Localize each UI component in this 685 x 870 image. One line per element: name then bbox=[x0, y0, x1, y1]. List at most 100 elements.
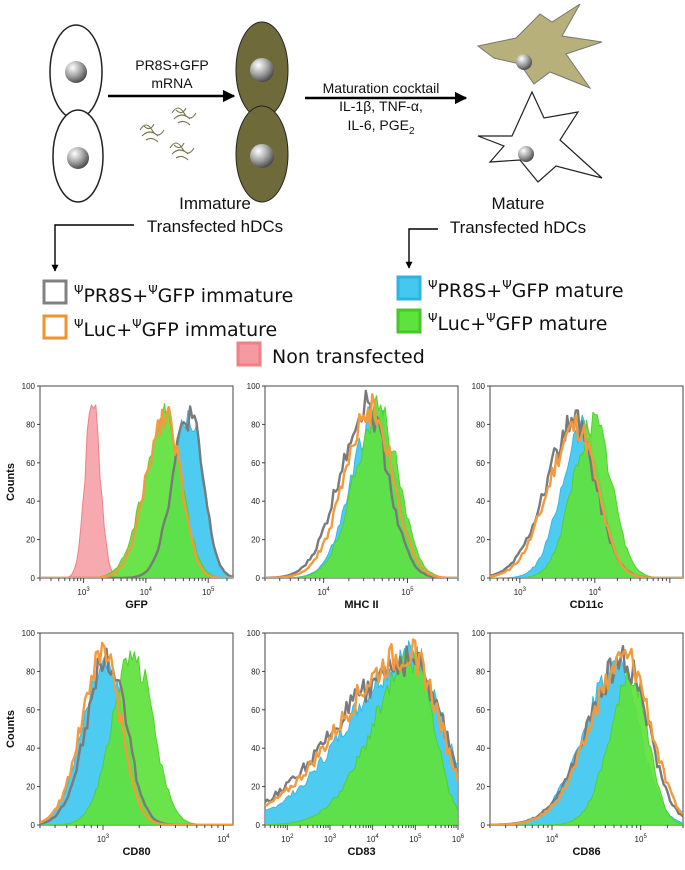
immature-label-line1: Immature bbox=[179, 194, 251, 213]
y-tick-label: 60 bbox=[251, 459, 260, 468]
y-tick-label: 80 bbox=[26, 420, 35, 429]
histogram-panels: 100 80 60 40 20 0 103 104 105 GFP Counts 100 80 60 40 2… bbox=[5, 382, 684, 858]
x-tick-label: 102 bbox=[281, 834, 294, 844]
x-tick-label: 104 bbox=[318, 587, 331, 597]
x-tick-label: 104 bbox=[140, 587, 153, 597]
step1-label-line2: mRNA bbox=[151, 75, 193, 91]
y-tick-label: 20 bbox=[476, 783, 485, 792]
x-tick-label: 104 bbox=[367, 834, 380, 844]
x-axis-label: CD80 bbox=[122, 846, 150, 858]
nucleus-icon bbox=[67, 147, 89, 169]
y-tick-label: 40 bbox=[26, 744, 35, 753]
series-luc-gfp-mature bbox=[265, 646, 458, 825]
y-tick-label: 80 bbox=[26, 667, 35, 676]
series-luc-gfp-mature bbox=[265, 395, 458, 578]
x-tick-label: 103 bbox=[324, 834, 337, 844]
x-tick-label: 104 bbox=[217, 834, 230, 844]
y-tick-label: 100 bbox=[472, 382, 486, 391]
histogram-cd80: 100 80 60 40 20 0 103 104 CD80 Counts bbox=[5, 629, 234, 858]
y-tick-label: 60 bbox=[26, 459, 35, 468]
legend-swatch-luc-mature bbox=[396, 308, 422, 334]
y-axis-label: Counts bbox=[5, 463, 17, 501]
mature-label-line1: Mature bbox=[492, 194, 545, 213]
legend-label-pr8s-mature: ΨPR8S+ΨGFP mature bbox=[428, 278, 624, 302]
y-tick-label: 80 bbox=[476, 420, 485, 429]
nucleus-icon bbox=[518, 146, 534, 162]
legend-swatch-pr8s-mature bbox=[396, 275, 422, 301]
series-luc-gfp-mature bbox=[40, 403, 233, 578]
y-tick-label: 40 bbox=[26, 497, 35, 506]
y-tick-label: 100 bbox=[247, 382, 261, 391]
series-luc-gfp-immature bbox=[490, 647, 683, 825]
histogram-gfp: 100 80 60 40 20 0 103 104 105 GFP Counts bbox=[5, 382, 234, 611]
mrna-icon bbox=[139, 107, 197, 161]
x-axis-label: CD83 bbox=[347, 846, 375, 858]
x-tick-label: 106 bbox=[452, 834, 465, 844]
x-tick-label: 103 bbox=[77, 587, 90, 597]
series-pr8s-gfp-immature bbox=[40, 647, 233, 825]
histogram-cd83: 100 80 60 40 20 0 102 103 104 105 106 CD83 bbox=[247, 629, 465, 858]
legend-swatch-luc-immature bbox=[42, 314, 68, 340]
y-tick-label: 20 bbox=[251, 783, 260, 792]
bracket-arrow-immature bbox=[51, 224, 134, 272]
bracket-arrow-mature bbox=[405, 228, 438, 269]
mature-label-line2: Transfected hDCs bbox=[450, 218, 586, 237]
series-pr8s-gfp-immature bbox=[40, 405, 233, 578]
schematic: PR8S+GFP mRNA Maturation cocktail IL-1β,… bbox=[49, 3, 603, 272]
y-tick-label: 60 bbox=[476, 459, 485, 468]
y-tick-label: 80 bbox=[251, 420, 260, 429]
step2-label-line3: IL-6, PGE2 bbox=[347, 117, 414, 137]
x-axis-label: MHC II bbox=[344, 599, 378, 611]
y-tick-label: 60 bbox=[251, 706, 260, 715]
legend-swatch-non-transfected bbox=[236, 341, 262, 367]
y-tick-label: 100 bbox=[247, 629, 261, 638]
y-tick-label: 60 bbox=[476, 706, 485, 715]
series-luc-gfp-immature bbox=[265, 393, 458, 578]
legend-label-non-transfected: Non transfected bbox=[272, 346, 425, 368]
y-tick-label: 40 bbox=[476, 744, 485, 753]
histogram-cd11c: 100 80 60 40 20 0 103 104 CD11c bbox=[472, 382, 684, 611]
y-tick-label: 20 bbox=[26, 536, 35, 545]
y-tick-label: 20 bbox=[26, 783, 35, 792]
y-tick-label: 0 bbox=[256, 821, 261, 830]
y-tick-label: 0 bbox=[481, 574, 486, 583]
legend-swatch-pr8s-immature bbox=[42, 279, 68, 305]
x-tick-label: 105 bbox=[401, 587, 414, 597]
step2-label-line1: Maturation cocktail bbox=[323, 80, 440, 96]
y-tick-label: 100 bbox=[22, 382, 36, 391]
series-luc-gfp-mature bbox=[490, 665, 683, 825]
nucleus-icon bbox=[65, 61, 87, 83]
y-tick-label: 80 bbox=[476, 667, 485, 676]
x-tick-label: 105 bbox=[409, 834, 422, 844]
legend: ΨPR8S+ΨGFP immature ΨLuc+ΨGFP immature N… bbox=[42, 275, 624, 368]
series-luc-gfp-immature bbox=[490, 414, 683, 578]
nucleus-icon bbox=[250, 144, 274, 168]
histogram-mhc-ii: 100 80 60 40 20 0 104 105 MHC II bbox=[247, 382, 459, 611]
y-tick-label: 40 bbox=[251, 497, 260, 506]
y-tick-label: 0 bbox=[481, 821, 486, 830]
x-axis-label: CD11c bbox=[570, 599, 604, 611]
y-tick-label: 0 bbox=[256, 574, 261, 583]
x-axis-label: CD86 bbox=[572, 846, 600, 858]
y-tick-label: 100 bbox=[22, 629, 36, 638]
x-axis-label: GFP bbox=[125, 599, 148, 611]
x-tick-label: 105 bbox=[202, 587, 215, 597]
series-luc-gfp-immature bbox=[40, 405, 233, 578]
legend-label-pr8s-immature: ΨPR8S+ΨGFP immature bbox=[74, 283, 293, 307]
x-tick-label: 103 bbox=[97, 834, 110, 844]
mature-dendritic-cell-top bbox=[476, 3, 603, 90]
x-tick-label: 104 bbox=[589, 587, 602, 597]
step1-label-line1: PR8S+GFP bbox=[135, 57, 209, 73]
y-tick-label: 0 bbox=[31, 821, 36, 830]
histogram-cd86: 100 80 60 40 20 0 104 105 CD86 bbox=[472, 629, 684, 858]
y-tick-label: 100 bbox=[472, 629, 486, 638]
series-luc-gfp-immature bbox=[40, 641, 233, 825]
nucleus-icon bbox=[516, 54, 532, 70]
series-non-transfected bbox=[40, 404, 233, 578]
y-tick-label: 20 bbox=[251, 536, 260, 545]
legend-label-luc-immature: ΨLuc+ΨGFP immature bbox=[74, 317, 277, 341]
step2-label-line2: IL-1β, TNF-α, bbox=[339, 98, 423, 114]
y-tick-label: 40 bbox=[476, 497, 485, 506]
y-tick-label: 20 bbox=[476, 536, 485, 545]
